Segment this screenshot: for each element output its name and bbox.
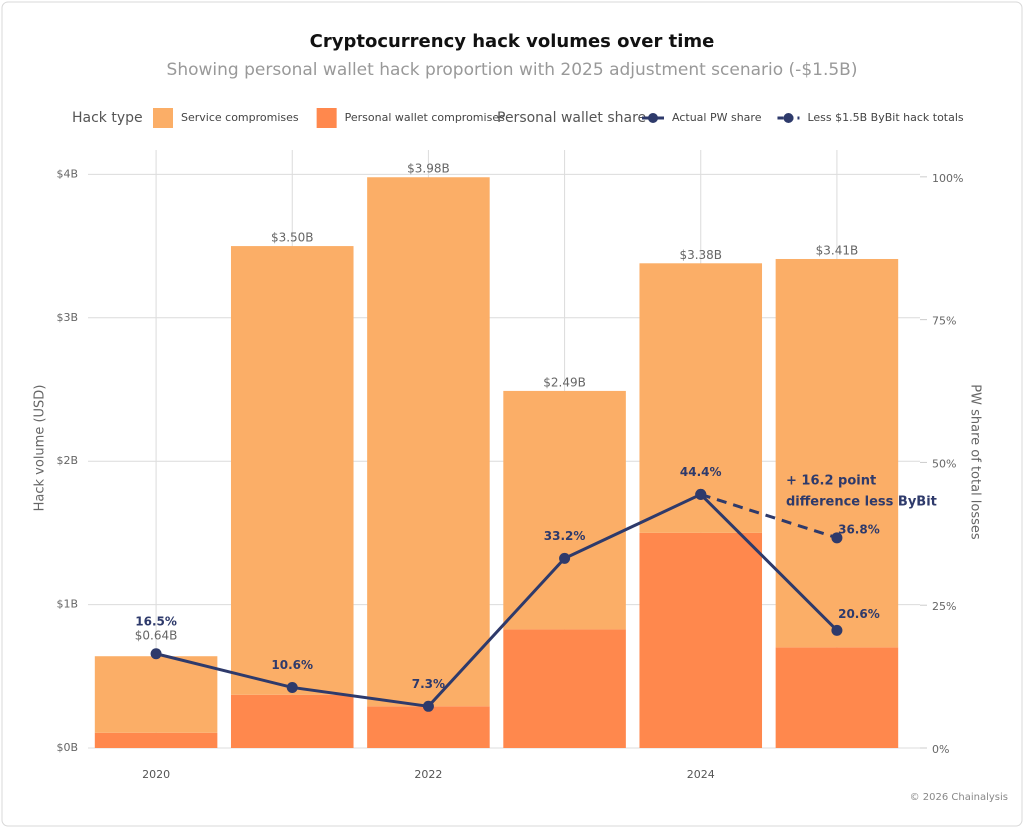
source: © 2026 Chainalysis — [910, 792, 1008, 803]
y-tick-label: $3B — [56, 311, 78, 324]
bar-segment — [639, 532, 763, 748]
y2-tick-label: 50% — [932, 457, 956, 470]
bar-segment — [230, 694, 354, 748]
bar-segment — [503, 629, 626, 748]
y2-tick-label: 100% — [932, 172, 963, 185]
data-label: 10.6% — [271, 658, 313, 672]
legend-swatch — [153, 108, 173, 128]
bar-segment — [230, 246, 354, 695]
data-label: 36.8% — [838, 522, 880, 536]
data-label: 33.2% — [544, 529, 586, 543]
data-label: 7.3% — [412, 677, 445, 691]
legend-group-title: Personal wallet share — [497, 110, 646, 126]
point — [831, 532, 843, 544]
total-label: $3.98B — [407, 162, 450, 176]
legend-label: Less $1.5B ByBit hack totals — [807, 111, 963, 124]
point — [695, 488, 707, 500]
y-tick-label: $0B — [56, 741, 78, 754]
x-tick-label: 2022 — [414, 768, 442, 781]
chart-subtitle: Showing personal wallet hack proportion … — [167, 60, 858, 80]
total-label: $0.64B — [135, 629, 178, 643]
point — [422, 700, 434, 712]
x-tick-label: 2020 — [142, 768, 170, 781]
bar-segment — [367, 177, 490, 707]
total-label: $3.38B — [679, 248, 722, 262]
y-tick-label: $4B — [56, 167, 78, 180]
legend-marker — [783, 113, 794, 123]
y2-tick-label: 25% — [932, 600, 956, 613]
y2-tick-label: 75% — [932, 315, 956, 328]
legend-swatch — [316, 108, 337, 128]
bar-segment — [367, 706, 490, 748]
legend-label: Personal wallet compromises — [345, 111, 505, 124]
point — [286, 681, 298, 693]
y2-axis-title: PW share of total losses — [968, 384, 983, 540]
y-tick-label: $2B — [56, 454, 78, 467]
data-label: 44.4% — [680, 465, 722, 479]
data-label: 20.6% — [838, 607, 880, 621]
total-label: $3.41B — [816, 243, 859, 257]
legend-marker — [648, 113, 658, 123]
bar-segment — [94, 732, 218, 748]
bar-segment — [503, 390, 626, 630]
point — [559, 552, 571, 564]
y-tick-label: $1B — [56, 598, 78, 611]
point — [831, 624, 843, 636]
legend-label: Actual PW share — [672, 111, 762, 124]
y-axis-title: Hack volume (USD) — [33, 385, 48, 512]
bar-segment — [775, 258, 899, 648]
total-label: $2.49B — [543, 375, 586, 389]
data-label: 16.5% — [135, 614, 177, 628]
line — [700, 492, 838, 540]
point — [150, 648, 162, 660]
x-tick-label: 2024 — [687, 768, 715, 781]
chart-title: Cryptocurrency hack volumes over time — [310, 31, 715, 52]
annotation: difference less ByBit — [786, 495, 937, 510]
bar-segment — [639, 263, 763, 533]
legend-label: Service compromises — [181, 111, 299, 124]
total-label: $3.50B — [271, 231, 314, 245]
y2-tick-label: 0% — [932, 743, 949, 756]
bar-segment — [775, 647, 899, 748]
annotation: + 16.2 point — [786, 474, 876, 489]
line — [155, 492, 838, 708]
legend-group-title: Hack type — [72, 110, 143, 126]
bar-segment — [94, 656, 218, 733]
